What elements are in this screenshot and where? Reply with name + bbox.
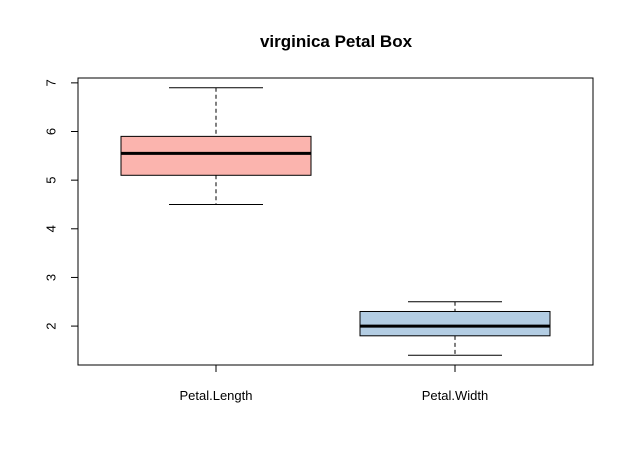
y-tick-label: 5 [44, 177, 59, 184]
y-tick-label: 7 [44, 79, 59, 86]
chart-title: virginica Petal Box [260, 32, 413, 51]
boxes [120, 87, 551, 356]
y-tick-label: 2 [44, 322, 59, 329]
x-tick-label: Petal.Width [422, 388, 488, 403]
y-tick-label: 4 [44, 225, 59, 232]
y-tick-label: 6 [44, 128, 59, 135]
iqr-box [120, 135, 312, 176]
y-tick-label: 3 [44, 274, 59, 281]
box-petal-width [359, 301, 551, 356]
box-petal-length [120, 87, 312, 205]
x-tick-label: Petal.Length [179, 388, 252, 403]
iqr-box [359, 310, 551, 337]
x-axis: Petal.Length Petal.Width [179, 364, 488, 403]
y-axis: 2 3 4 5 6 7 [44, 79, 79, 330]
